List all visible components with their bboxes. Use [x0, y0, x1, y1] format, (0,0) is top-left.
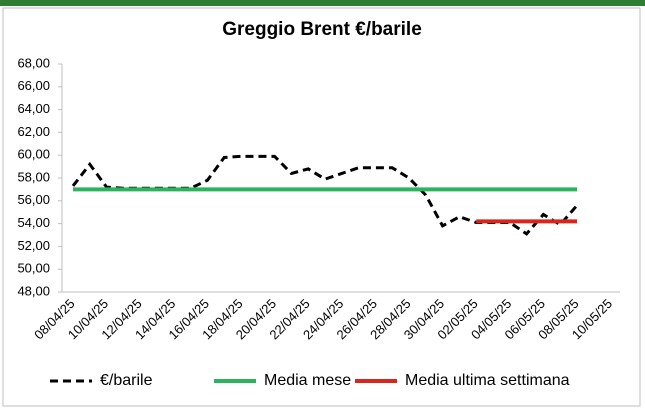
y-tick-label: 50,00: [17, 261, 50, 276]
legend-label: Media ultima settimana: [405, 372, 570, 389]
y-tick-label: 66,00: [17, 78, 50, 93]
y-tick-label: 64,00: [17, 101, 50, 116]
y-tick-label: 48,00: [17, 283, 50, 298]
y-tick-label: 60,00: [17, 147, 50, 162]
y-tick-label: 52,00: [17, 238, 50, 253]
legend-label: Media mese: [264, 372, 351, 389]
y-tick-label: 54,00: [17, 215, 50, 230]
y-tick-label: 58,00: [17, 169, 50, 184]
chart-border: [2, 7, 641, 407]
top-bar: [0, 0, 645, 6]
y-tick-label: 68,00: [17, 55, 50, 70]
y-tick-label: 56,00: [17, 192, 50, 207]
chart-title: Greggio Brent €/barile: [222, 19, 422, 40]
legend-label: €/barile: [100, 372, 153, 389]
y-tick-label: 62,00: [17, 124, 50, 139]
